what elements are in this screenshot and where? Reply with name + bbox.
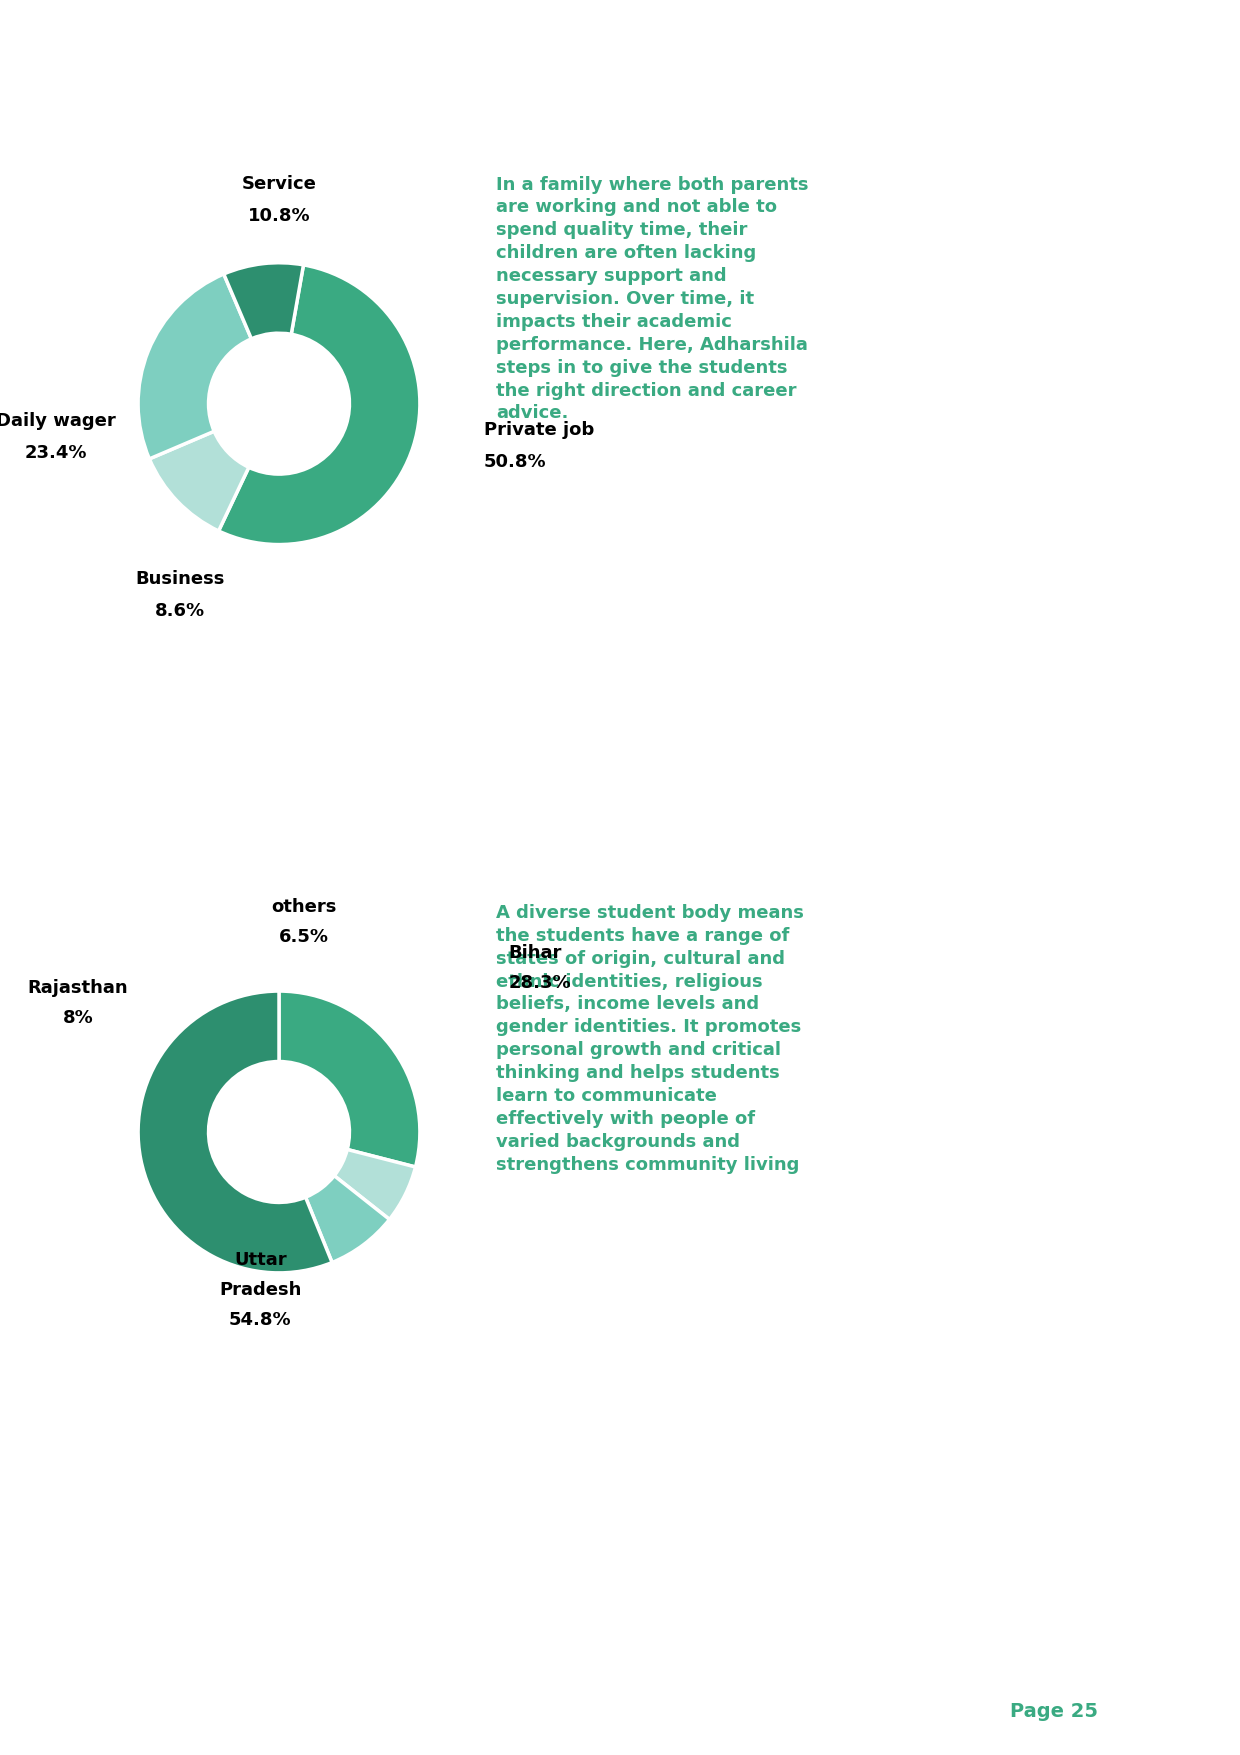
Wedge shape — [138, 992, 332, 1272]
Text: Uttar: Uttar — [234, 1251, 286, 1269]
Wedge shape — [223, 263, 304, 339]
Text: Pradesh: Pradesh — [219, 1281, 301, 1299]
Text: Business: Business — [135, 570, 224, 588]
Text: Service: Service — [242, 176, 316, 193]
Text: 23.4%: 23.4% — [25, 444, 87, 462]
Text: 28.3%: 28.3% — [508, 974, 572, 992]
Text: 8%: 8% — [63, 1009, 93, 1027]
Text: Page 25: Page 25 — [1011, 1702, 1097, 1720]
Wedge shape — [279, 992, 420, 1167]
Text: Bihar: Bihar — [508, 944, 562, 962]
Wedge shape — [218, 265, 420, 544]
Text: Private job: Private job — [484, 421, 594, 439]
Wedge shape — [335, 1150, 415, 1220]
Text: A diverse student body means
the students have a range of
states of origin, cult: A diverse student body means the student… — [496, 904, 804, 1174]
Wedge shape — [305, 1176, 389, 1262]
Text: Daily wager: Daily wager — [0, 412, 115, 430]
Text: Migration Status of parents: Migration Status of parents — [223, 814, 1003, 862]
Text: 8.6%: 8.6% — [155, 602, 205, 620]
Text: 6.5%: 6.5% — [279, 928, 329, 946]
Text: 50.8%: 50.8% — [484, 453, 547, 470]
Text: Occupation of parents: Occupation of parents — [146, 77, 771, 125]
Text: 10.8%: 10.8% — [248, 207, 310, 225]
Wedge shape — [149, 432, 249, 532]
Text: others: others — [272, 899, 336, 916]
Text: In a family where both parents
are working and not able to
spend quality time, t: In a family where both parents are worki… — [496, 176, 808, 423]
Text: Rajasthan: Rajasthan — [27, 979, 129, 997]
Wedge shape — [138, 274, 252, 458]
Text: 54.8%: 54.8% — [229, 1311, 291, 1329]
